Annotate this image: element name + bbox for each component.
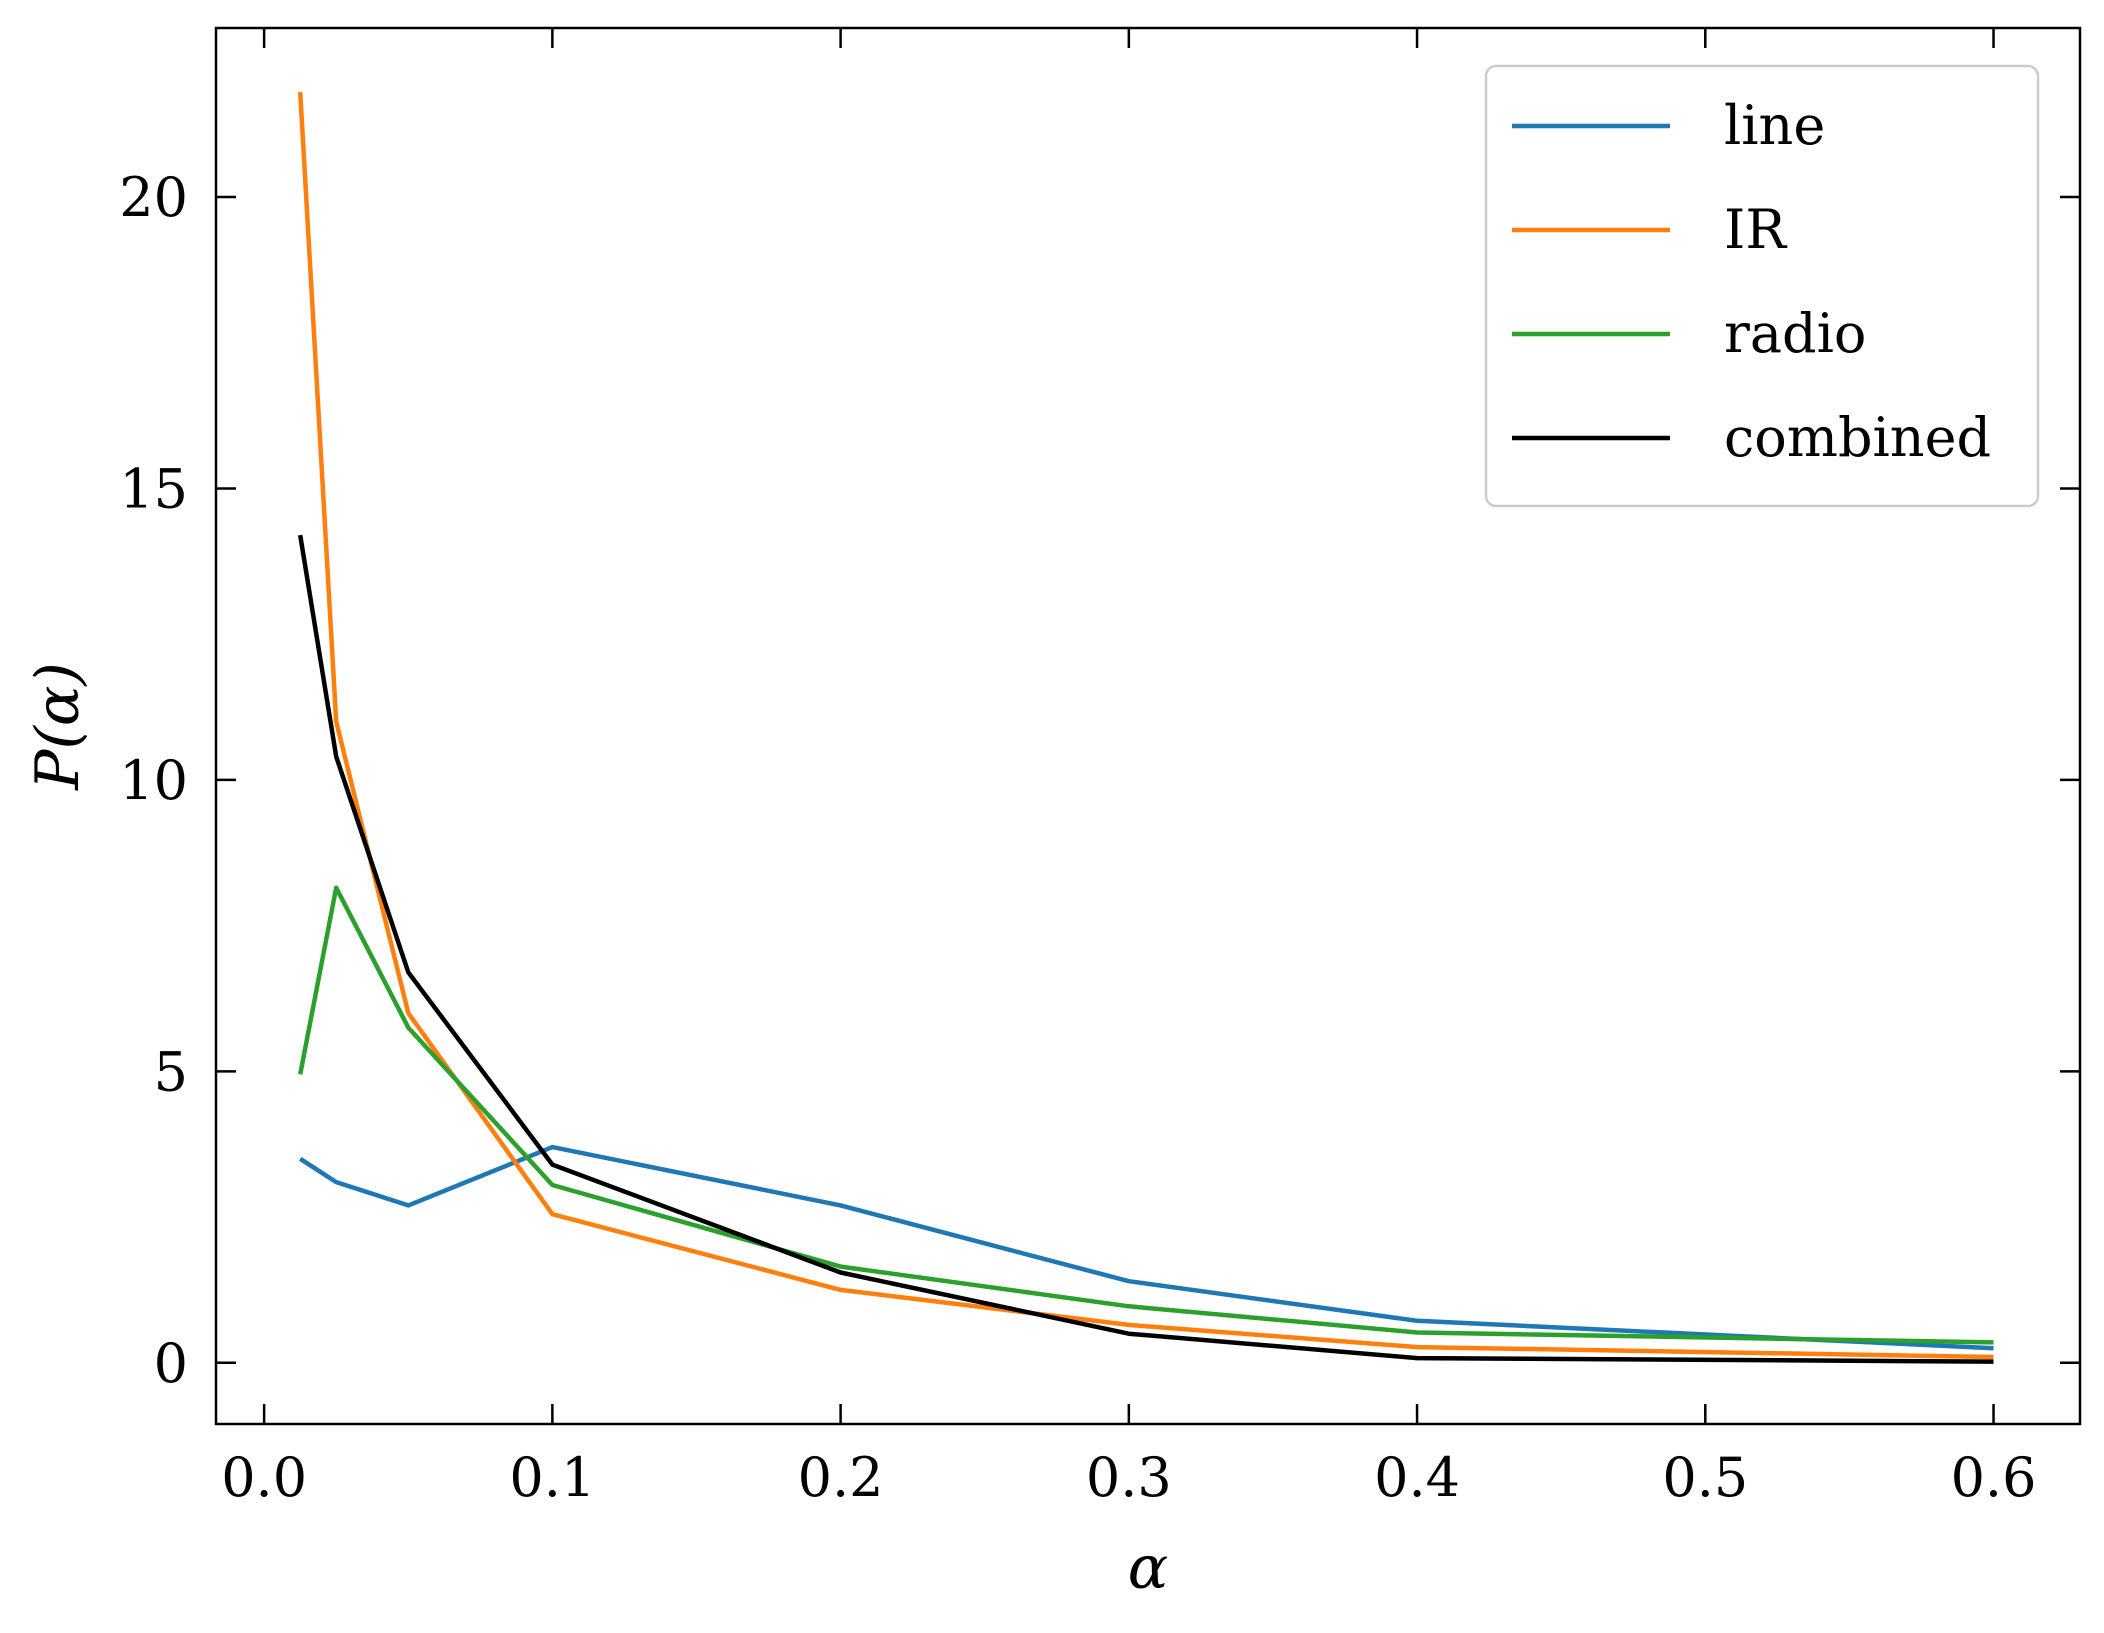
x-tick-label: 0.1 xyxy=(509,1446,595,1509)
y-tick-label: 15 xyxy=(119,457,188,520)
x-axis-label: α xyxy=(1128,1533,1169,1603)
x-tick-label: 0.5 xyxy=(1662,1446,1748,1509)
series-line-radio xyxy=(297,885,1994,1345)
y-tick-label: 10 xyxy=(119,749,188,812)
x-tick-label: 0.3 xyxy=(1086,1446,1172,1509)
ticks xyxy=(216,28,2080,1424)
y-tick-label: 5 xyxy=(154,1040,188,1103)
y-tick-label: 0 xyxy=(154,1332,188,1395)
series-line-IR xyxy=(297,91,1994,1360)
axis-labels: α P(α) xyxy=(23,662,1168,1603)
x-tick-label: 0.6 xyxy=(1951,1446,2037,1509)
legend-box xyxy=(1484,64,2040,508)
x-tick-label: 0.4 xyxy=(1374,1446,1460,1509)
tick-labels: 0.0 0.1 0.2 0.3 0.4 0.5 0.6 0 5 10 15 20 xyxy=(119,166,2036,1509)
axes-border xyxy=(214,26,2082,1426)
axes-frame xyxy=(214,26,2082,1426)
x-tick-label: 0.2 xyxy=(798,1446,884,1509)
plot-lines xyxy=(297,91,1994,1364)
series-line-line xyxy=(298,1144,1994,1351)
x-tick-label: 0.0 xyxy=(221,1446,307,1509)
legend-label-radio: radio xyxy=(1724,302,1866,365)
legend-label-IR: IR xyxy=(1724,198,1787,261)
legend: line IR radio combined xyxy=(1484,64,2040,508)
legend-label-line: line xyxy=(1724,94,1825,157)
series-line-combined xyxy=(297,534,1994,1364)
y-axis-label: P(α) xyxy=(23,662,93,791)
y-tick-label: 20 xyxy=(119,166,188,229)
legend-label-combined: combined xyxy=(1724,406,1991,469)
